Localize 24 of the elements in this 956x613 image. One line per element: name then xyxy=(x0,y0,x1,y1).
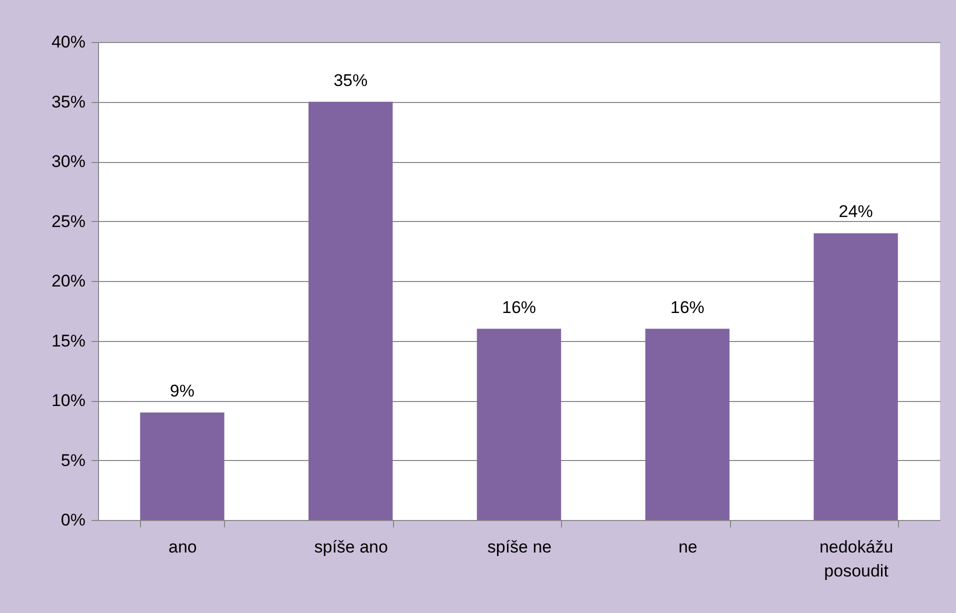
y-tick-label: 40% xyxy=(51,32,86,52)
y-tick-label: 20% xyxy=(51,272,86,290)
bar xyxy=(814,233,898,520)
y-tick-label: 0% xyxy=(60,510,86,530)
x-tick-label: ano xyxy=(168,538,197,556)
x-tick-label: ne xyxy=(678,538,698,556)
x-tick-label: spíše ne xyxy=(487,538,552,556)
bar xyxy=(645,328,730,520)
y-tick-label: 30% xyxy=(51,152,86,171)
bar xyxy=(308,102,393,520)
data-label: 35% xyxy=(334,70,368,90)
bar xyxy=(476,328,562,520)
data-label: 16% xyxy=(502,298,536,317)
x-tick-label: spíše ano xyxy=(314,538,388,556)
y-tick-label: 15% xyxy=(51,331,86,350)
bar xyxy=(140,412,224,520)
y-tick-label: 35% xyxy=(51,92,86,112)
y-tick-label: 5% xyxy=(60,450,86,470)
y-tick-label: 10% xyxy=(51,391,86,410)
y-tick-label: 25% xyxy=(51,212,86,231)
x-tick-label: nedokážu posoudit xyxy=(819,538,894,580)
data-label: 9% xyxy=(170,381,194,400)
data-label: 24% xyxy=(838,202,873,222)
data-label: 16% xyxy=(670,298,704,317)
